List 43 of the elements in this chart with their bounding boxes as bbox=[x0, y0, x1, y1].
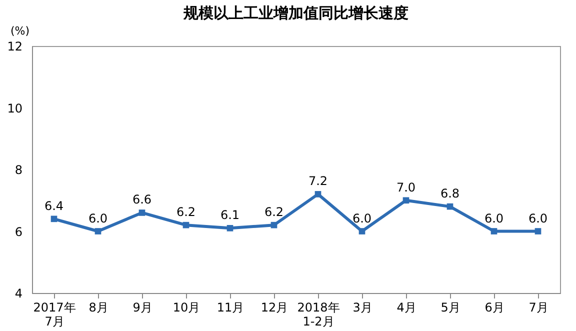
x-tick-label: 4月 bbox=[396, 300, 416, 314]
data-label: 6.1 bbox=[220, 208, 240, 222]
y-tick-label: 12 bbox=[7, 40, 22, 54]
point bbox=[226, 225, 234, 232]
point bbox=[534, 228, 542, 234]
point bbox=[50, 216, 58, 222]
data-label: 6.0 bbox=[484, 211, 504, 226]
data-label: 7.2 bbox=[308, 174, 328, 188]
y-axis-title: (%) bbox=[10, 24, 30, 38]
data-label: 6.2 bbox=[264, 205, 284, 220]
x-tick-label: 11月 bbox=[216, 300, 244, 314]
x-tick-label: 2018年 1-2月 bbox=[297, 300, 340, 328]
point bbox=[314, 191, 322, 198]
data-label: 6.8 bbox=[440, 186, 460, 201]
y-tick-label: 4 bbox=[14, 286, 22, 300]
x-tick-label: 10月 bbox=[172, 300, 200, 314]
chart-title: 规模以上工业增加值同比增长速度 bbox=[182, 4, 408, 22]
data-label: 6.0 bbox=[528, 211, 548, 226]
data-label: 6.0 bbox=[352, 211, 372, 226]
x-tick-label: 2017年 7月 bbox=[33, 300, 76, 328]
data-label: 7.0 bbox=[396, 180, 416, 194]
point bbox=[138, 210, 146, 216]
y-tick-label: 8 bbox=[14, 163, 22, 177]
x-tick-label: 3月 bbox=[352, 300, 372, 314]
x-tick-label: 7月 bbox=[528, 300, 548, 314]
data-label: 6.2 bbox=[176, 205, 196, 220]
x-tick-label: 9月 bbox=[132, 300, 152, 314]
point bbox=[402, 197, 410, 204]
point bbox=[182, 222, 190, 228]
point bbox=[358, 228, 366, 234]
point bbox=[270, 222, 278, 228]
data-label: 6.0 bbox=[88, 211, 108, 226]
y-tick-label: 6 bbox=[14, 224, 22, 239]
point bbox=[94, 228, 102, 234]
y-tick-label: 10 bbox=[7, 101, 22, 116]
x-tick-label: 8月 bbox=[88, 300, 108, 314]
x-tick-label: 12月 bbox=[260, 300, 288, 314]
x-tick-label: 5月 bbox=[440, 300, 460, 314]
data-label: 6.4 bbox=[44, 198, 64, 213]
point bbox=[446, 203, 454, 210]
point bbox=[490, 228, 498, 234]
data-label: 6.6 bbox=[132, 192, 152, 207]
x-tick-label: 6月 bbox=[484, 300, 504, 314]
